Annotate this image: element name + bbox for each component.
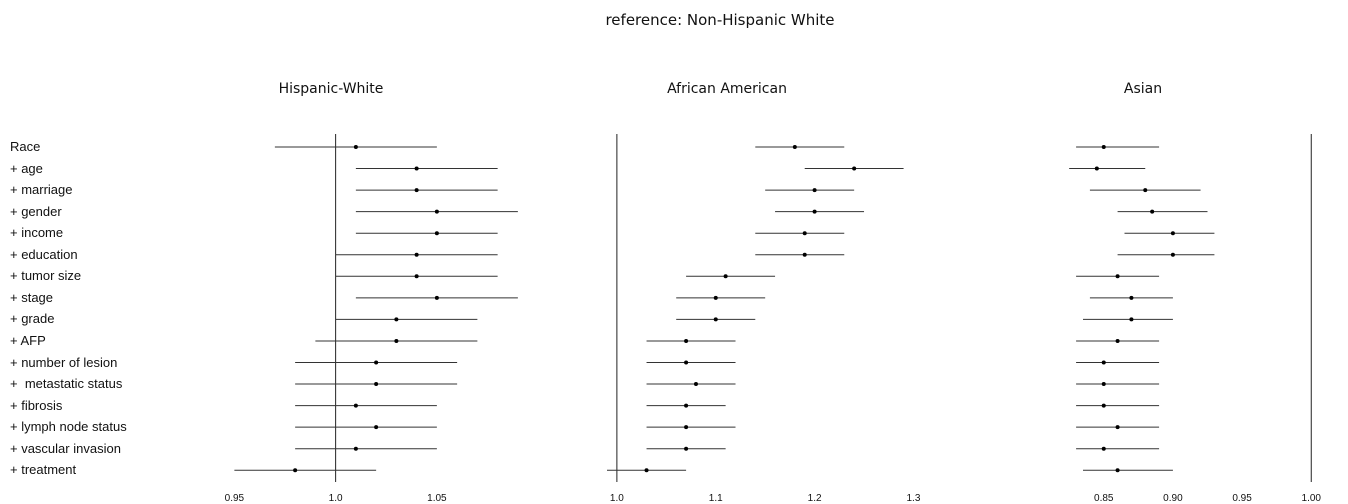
point-estimate bbox=[684, 403, 689, 408]
point-estimate bbox=[1094, 166, 1099, 171]
row-label: + treatment bbox=[10, 462, 77, 478]
point-estimate bbox=[1129, 317, 1134, 322]
point-estimate bbox=[353, 403, 358, 408]
point-estimate bbox=[1115, 274, 1120, 279]
row-label: Race bbox=[10, 139, 41, 154]
point-estimate bbox=[684, 360, 689, 365]
row-label: + vascular invasion bbox=[10, 440, 121, 456]
tick-label: 1.1 bbox=[709, 493, 723, 504]
row-label: + number of lesion bbox=[10, 354, 118, 370]
row-label: + fibrosis bbox=[10, 397, 63, 413]
row-label: + marriage bbox=[10, 182, 73, 198]
point-estimate bbox=[353, 446, 358, 451]
row-label: + grade bbox=[10, 311, 55, 327]
panel-title-asian: Asian bbox=[1123, 81, 1163, 97]
point-estimate bbox=[713, 317, 718, 322]
tick-label: 0.95 bbox=[1232, 493, 1252, 504]
tick-label: 1.2 bbox=[808, 493, 822, 504]
point-estimate bbox=[812, 188, 817, 193]
point-estimate bbox=[852, 166, 857, 171]
point-estimate bbox=[1143, 188, 1148, 193]
point-estimate bbox=[374, 360, 379, 365]
point-estimate bbox=[1170, 231, 1175, 236]
panel-title-hispanic-white: Hispanic-White bbox=[278, 81, 384, 97]
point-estimate bbox=[693, 382, 698, 387]
panel-title-african-american: African American bbox=[667, 81, 787, 97]
point-estimate bbox=[684, 338, 689, 343]
row-label: + tumor size bbox=[10, 268, 82, 284]
point-estimate bbox=[723, 274, 728, 279]
row-label: + lymph node status bbox=[10, 419, 127, 435]
point-estimate bbox=[802, 252, 807, 257]
tick-label: 1.0 bbox=[610, 493, 624, 504]
point-estimate bbox=[1115, 338, 1120, 343]
point-estimate bbox=[1129, 295, 1134, 300]
point-estimate bbox=[812, 209, 817, 214]
point-estimate bbox=[1101, 360, 1106, 365]
point-estimate bbox=[1170, 252, 1175, 257]
point-estimate bbox=[414, 252, 419, 257]
point-estimate bbox=[293, 468, 298, 473]
point-estimate bbox=[1115, 468, 1120, 473]
row-label: + stage bbox=[10, 289, 54, 305]
point-estimate bbox=[434, 209, 439, 214]
tick-label: 0.85 bbox=[1094, 493, 1114, 504]
point-estimate bbox=[374, 425, 379, 430]
point-estimate bbox=[414, 274, 419, 279]
figure-title: reference: Non-Hispanic White bbox=[605, 11, 835, 29]
point-estimate bbox=[374, 382, 379, 387]
tick-label: 1.05 bbox=[427, 493, 447, 504]
tick-label: 0.90 bbox=[1163, 493, 1183, 504]
point-estimate bbox=[394, 317, 399, 322]
tick-label: 1.00 bbox=[1302, 493, 1322, 504]
point-estimate bbox=[802, 231, 807, 236]
point-estimate bbox=[1115, 425, 1120, 430]
tick-label: 1.3 bbox=[907, 493, 921, 504]
row-label: + metastatic status bbox=[10, 376, 123, 392]
point-estimate bbox=[1150, 209, 1155, 214]
point-estimate bbox=[414, 166, 419, 171]
point-estimate bbox=[434, 295, 439, 300]
row-label: + education bbox=[10, 246, 78, 262]
tick-label: 1.0 bbox=[329, 493, 343, 504]
point-estimate bbox=[434, 231, 439, 236]
point-estimate bbox=[713, 295, 718, 300]
point-estimate bbox=[1101, 382, 1106, 387]
point-estimate bbox=[644, 468, 649, 473]
point-estimate bbox=[1101, 446, 1106, 451]
point-estimate bbox=[684, 446, 689, 451]
row-label: + income bbox=[10, 225, 64, 241]
point-estimate bbox=[353, 145, 358, 149]
row-label: + age bbox=[10, 160, 43, 176]
point-estimate bbox=[414, 188, 419, 193]
point-estimate bbox=[684, 425, 689, 430]
tick-label: 0.95 bbox=[225, 493, 245, 504]
row-label: + gender bbox=[10, 203, 62, 219]
point-estimate bbox=[792, 145, 797, 149]
point-estimate bbox=[1101, 145, 1106, 149]
row-label: + AFP bbox=[10, 332, 46, 348]
point-estimate bbox=[1101, 403, 1106, 408]
point-estimate bbox=[394, 338, 399, 343]
